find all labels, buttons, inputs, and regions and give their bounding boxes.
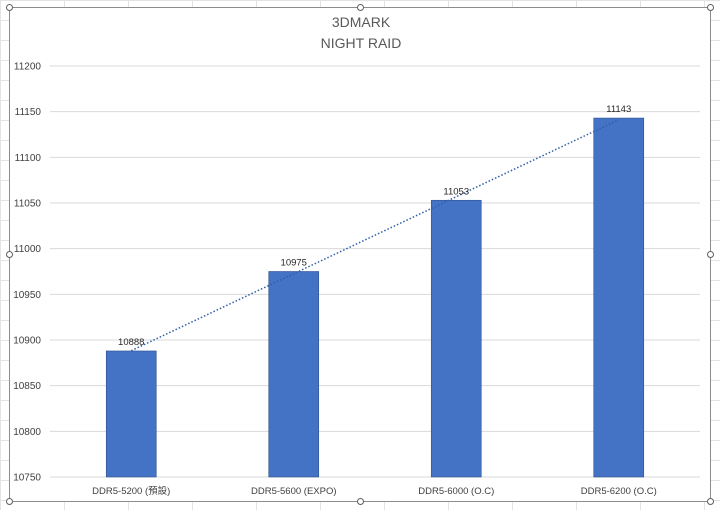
data-label: 10888: [118, 337, 144, 348]
x-tick-label: DDR5-5200 (預設): [92, 485, 170, 497]
resize-handle-bottom-left[interactable]: [6, 498, 13, 505]
y-tick-label: 10850: [13, 381, 41, 392]
y-tick-label: 10800: [13, 427, 41, 438]
bar[interactable]: [268, 271, 320, 478]
y-tick-label: 11150: [15, 107, 42, 118]
y-tick-label: 10900: [13, 336, 41, 347]
resize-handle-middle-left[interactable]: [6, 251, 13, 258]
resize-handle-top-left[interactable]: [6, 4, 13, 11]
x-tick-label: DDR5-5600 (EXPO): [251, 486, 337, 497]
data-label: 10975: [281, 258, 307, 269]
resize-handle-middle-right[interactable]: [707, 251, 714, 258]
chart-subtitle: NIGHT RAID: [321, 35, 402, 51]
bar[interactable]: [105, 350, 157, 478]
y-tick-label: 11200: [14, 62, 42, 73]
data-label: 11143: [606, 104, 631, 115]
resize-handle-bottom-center[interactable]: [357, 498, 364, 505]
data-label: 11053: [443, 186, 469, 197]
bar[interactable]: [593, 117, 645, 478]
y-tick-label: 11000: [14, 244, 42, 255]
bar[interactable]: [430, 199, 482, 478]
resize-handle-top-center[interactable]: [357, 4, 364, 11]
y-tick-label: 10950: [13, 290, 41, 301]
y-tick-label: 10750: [13, 473, 41, 484]
resize-handle-top-right[interactable]: [707, 4, 714, 11]
resize-handle-bottom-right[interactable]: [707, 498, 714, 505]
trendline: [130, 119, 620, 352]
y-tick-label: 11100: [15, 153, 42, 164]
y-tick-label: 11050: [14, 199, 42, 210]
x-tick-label: DDR5-6200 (O.C): [581, 486, 657, 497]
chart-title: 3DMARK: [332, 14, 391, 30]
x-tick-label: DDR5-6000 (O.C): [418, 486, 494, 497]
